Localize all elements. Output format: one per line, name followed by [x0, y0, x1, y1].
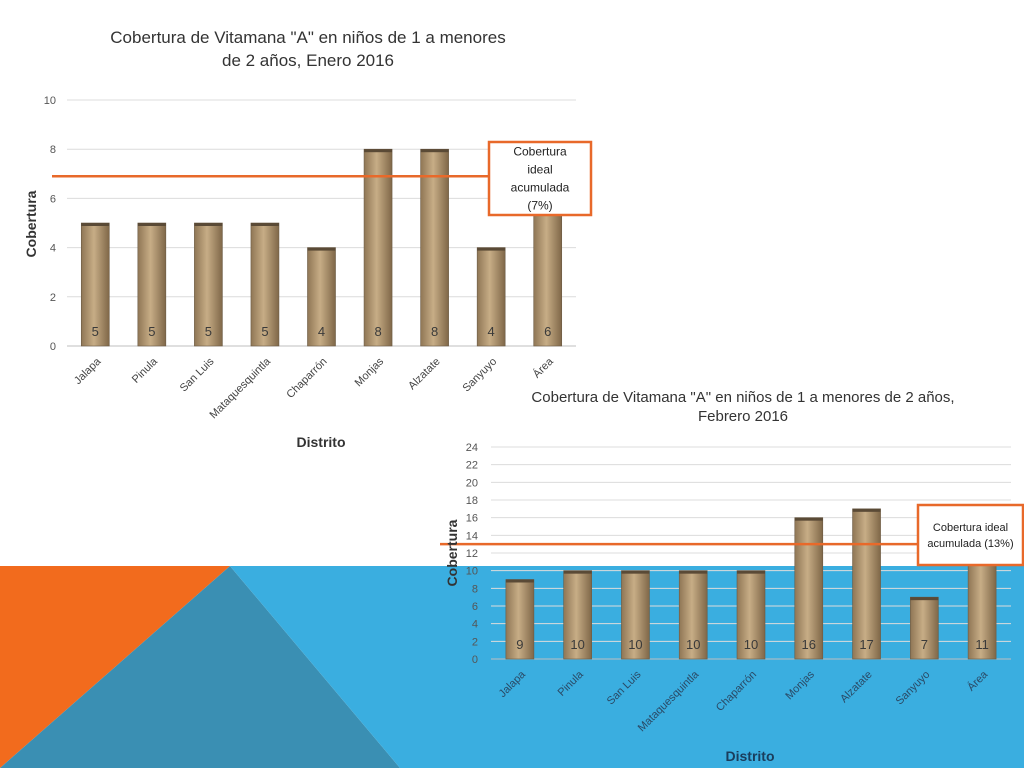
x-tick-label: Chaparrón — [714, 669, 759, 714]
bar-cap — [307, 247, 336, 251]
bar — [794, 517, 824, 660]
bar — [137, 222, 167, 347]
bar-cap — [737, 570, 765, 574]
y-tick-label: 4 — [472, 619, 478, 631]
dark-blue-corner-shape — [0, 566, 400, 768]
bar-cap — [505, 579, 534, 583]
bar — [621, 570, 650, 660]
ideal-coverage-label: ideal — [527, 163, 552, 177]
chart-title-line2: Febrero 2016 — [698, 408, 788, 425]
bar-value-label: 17 — [859, 637, 873, 652]
bar-cap — [137, 223, 166, 226]
x-tick-label: Área — [965, 667, 991, 693]
y-tick-label: 12 — [466, 548, 478, 560]
chart-title-line1: Cobertura de Vitamana "A" en niños de 1 … — [531, 389, 954, 406]
bar-cap — [250, 223, 279, 226]
bar-cap — [194, 223, 223, 226]
x-tick-label: Jalapa — [497, 668, 529, 700]
chart-title-line2: de 2 años, Enero 2016 — [222, 51, 394, 70]
x-tick-label: Monjas — [783, 668, 817, 702]
bar-cap — [910, 597, 939, 601]
chart-title-line1: Cobertura de Vitamana "A" en niños de 1 … — [110, 28, 505, 47]
bar-value-label: 6 — [544, 324, 551, 339]
x-axis-label: Distrito — [726, 748, 775, 764]
x-tick-label: Alzatate — [838, 669, 875, 706]
y-tick-label: 2 — [50, 292, 56, 304]
x-tick-label: Sanyuyo — [894, 669, 933, 708]
bar-value-label: 8 — [431, 324, 438, 339]
bar-cap — [364, 149, 393, 153]
y-tick-label: 0 — [472, 654, 478, 666]
bar — [505, 579, 535, 660]
ideal-coverage-label: acumulada — [511, 181, 570, 195]
y-tick-label: 22 — [466, 460, 478, 472]
bar-value-label: 10 — [686, 637, 700, 652]
x-tick-label: Pinula — [556, 668, 587, 699]
bar-value-label: 11 — [975, 637, 989, 652]
bar-cap — [81, 223, 110, 226]
bar — [910, 596, 939, 660]
bar-value-label: 10 — [628, 637, 642, 652]
bar — [250, 222, 280, 347]
y-tick-label: 20 — [466, 477, 478, 489]
bar-cap — [794, 517, 823, 521]
ideal-coverage-callout — [916, 503, 1024, 567]
bar-cap — [852, 508, 881, 512]
y-tick-label: 24 — [466, 442, 478, 454]
y-axis-label: Cobertura — [444, 519, 460, 586]
y-tick-label: 14 — [466, 530, 478, 542]
bar-value-label: 16 — [802, 637, 816, 652]
ideal-coverage-label: Cobertura — [513, 145, 567, 159]
bar-value-label: 4 — [488, 324, 495, 339]
bar-value-label: 5 — [261, 324, 268, 339]
bar — [852, 508, 881, 660]
y-tick-label: 6 — [50, 193, 56, 205]
bar-value-label: 4 — [318, 324, 325, 339]
y-tick-label: 0 — [50, 341, 56, 353]
y-tick-label: 10 — [466, 566, 478, 578]
y-tick-label: 2 — [472, 636, 478, 648]
y-tick-label: 8 — [472, 583, 478, 595]
bar-cap — [563, 570, 592, 574]
bar — [363, 148, 393, 347]
blue-band-shape — [230, 566, 1024, 768]
bar — [420, 148, 449, 347]
bar — [476, 247, 506, 347]
bar — [563, 570, 592, 660]
bar-value-label: 10 — [570, 637, 584, 652]
bar — [80, 222, 110, 347]
bar — [307, 247, 336, 347]
bar-cap — [621, 570, 650, 574]
y-tick-label: 18 — [466, 495, 478, 507]
bar-value-label: 5 — [92, 324, 99, 339]
x-tick-label: San Luis — [605, 668, 644, 707]
y-tick-label: 4 — [50, 243, 56, 255]
bar — [533, 198, 563, 347]
ideal-coverage-label: (7%) — [527, 199, 552, 213]
bar-cap — [477, 247, 506, 251]
y-axis-label: Cobertura — [23, 190, 39, 257]
bar-value-label: 9 — [516, 637, 523, 652]
bar-value-label: 8 — [374, 324, 381, 339]
y-tick-label: 10 — [44, 95, 56, 107]
bar-value-label: 7 — [921, 637, 928, 652]
y-tick-label: 6 — [472, 601, 478, 613]
bar-value-label: 5 — [148, 324, 155, 339]
bar-value-label: 5 — [205, 324, 212, 339]
x-tick-label: Mataquesquintla — [636, 668, 702, 734]
ideal-coverage-label: Cobertura ideal — [933, 522, 1008, 534]
bar-cap — [679, 570, 708, 574]
bar — [736, 570, 766, 660]
ideal-coverage-label: acumulada (13%) — [927, 538, 1013, 550]
y-tick-label: 16 — [466, 513, 478, 525]
x-axis-label: Distrito — [297, 434, 346, 450]
y-tick-label: 8 — [50, 144, 56, 156]
bar-value-label: 10 — [744, 637, 758, 652]
ideal-coverage-callout — [487, 140, 593, 217]
bar-cap — [420, 149, 449, 153]
bar — [967, 561, 997, 660]
